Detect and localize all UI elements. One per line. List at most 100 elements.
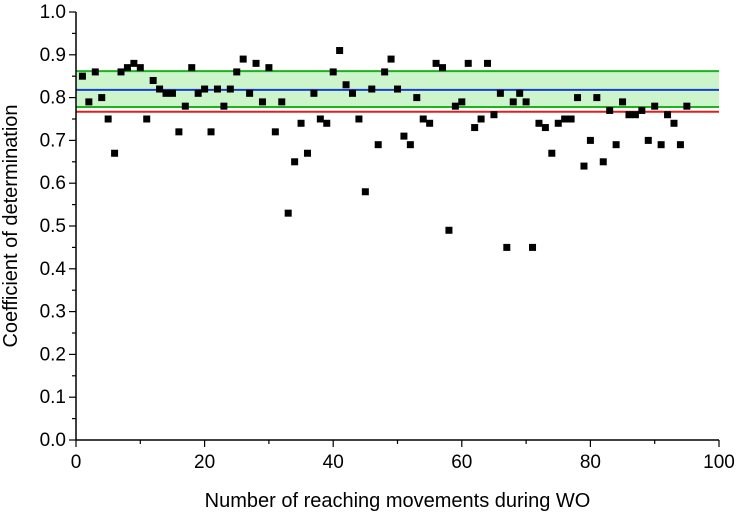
data-point <box>336 47 344 55</box>
data-point <box>149 76 157 84</box>
data-point <box>104 115 112 123</box>
x-tick-label: 80 <box>580 452 601 473</box>
y-tick-label: 0.7 <box>40 130 66 151</box>
data-point <box>535 119 543 127</box>
data-point <box>541 124 549 132</box>
data-point <box>606 106 614 114</box>
y-tick-label: 0.1 <box>40 387 66 408</box>
data-point <box>554 119 562 127</box>
data-point <box>586 136 594 144</box>
y-tick-label: 0.4 <box>40 259 67 280</box>
y-tick-label: 0.6 <box>40 173 66 194</box>
data-point <box>342 81 350 89</box>
data-point <box>574 94 582 102</box>
data-point <box>406 141 414 149</box>
data-point <box>303 149 311 157</box>
data-point <box>226 85 234 93</box>
data-point <box>496 89 504 97</box>
data-point <box>683 102 691 110</box>
data-points <box>78 47 691 251</box>
data-point <box>265 64 273 72</box>
y-tick-label: 0.0 <box>40 430 66 451</box>
data-point <box>91 68 99 76</box>
data-point <box>130 59 138 67</box>
data-point <box>220 102 228 110</box>
data-point <box>657 141 665 149</box>
data-point <box>297 119 305 127</box>
data-point <box>516 89 524 97</box>
data-point <box>156 85 164 93</box>
data-point <box>310 89 318 97</box>
data-point <box>168 89 176 97</box>
x-tick-label: 0 <box>71 452 82 473</box>
data-point <box>98 94 106 102</box>
data-point <box>599 158 607 166</box>
data-point <box>644 136 652 144</box>
data-point <box>670 119 678 127</box>
data-point <box>271 128 279 136</box>
data-point <box>323 119 331 127</box>
data-point <box>117 68 125 76</box>
data-point <box>143 115 151 123</box>
data-point <box>426 119 434 127</box>
data-point <box>207 128 215 136</box>
data-point <box>213 85 221 93</box>
y-tick-label: 0.2 <box>40 344 66 365</box>
data-point <box>580 162 588 170</box>
data-point <box>181 102 189 110</box>
data-point <box>361 188 369 196</box>
x-tick-label: 40 <box>323 452 344 473</box>
data-point <box>85 98 93 106</box>
x-tick-label: 20 <box>194 452 215 473</box>
y-axis-label: Coefficient of determination <box>0 104 22 347</box>
data-point <box>400 132 408 140</box>
data-point <box>567 115 575 123</box>
data-point <box>374 141 382 149</box>
data-point <box>451 102 459 110</box>
data-point <box>471 124 479 132</box>
data-point <box>529 243 537 251</box>
data-point <box>432 59 440 67</box>
data-point <box>464 59 472 67</box>
data-point <box>348 89 356 97</box>
data-point <box>284 209 292 217</box>
data-point <box>612 141 620 149</box>
data-point <box>651 102 659 110</box>
y-tick-label: 0.8 <box>40 88 66 109</box>
y-tick-labels: 0.0 0.1 0.2 0.3 0.4 0.5 0.6 0.7 0.8 0.9 1.0 <box>40 2 67 451</box>
data-point <box>477 115 485 123</box>
data-point <box>445 226 453 234</box>
data-point <box>503 243 511 251</box>
data-point <box>394 85 401 93</box>
data-point <box>239 55 247 63</box>
data-point <box>111 149 119 157</box>
y-tick-label: 0.5 <box>40 216 66 237</box>
y-tick-label: 1.0 <box>40 2 66 23</box>
data-point <box>368 85 376 93</box>
data-point <box>625 111 633 119</box>
data-point <box>78 72 86 80</box>
data-point <box>188 64 196 72</box>
data-point <box>413 94 421 102</box>
data-point <box>175 128 183 136</box>
y-tick-label: 0.3 <box>40 302 66 323</box>
data-point <box>355 115 363 123</box>
data-point <box>258 98 266 106</box>
y-tick-label: 0.9 <box>40 45 66 66</box>
data-point <box>316 115 324 123</box>
data-point <box>252 59 260 67</box>
data-point <box>381 68 389 76</box>
data-point <box>278 98 286 106</box>
data-point <box>329 68 337 76</box>
data-point <box>246 89 254 97</box>
data-point <box>664 111 672 119</box>
x-tick-label: 60 <box>451 452 472 473</box>
data-point <box>233 68 241 76</box>
data-point <box>490 111 498 119</box>
data-point <box>561 115 569 123</box>
data-point <box>291 158 299 166</box>
data-point <box>509 98 517 106</box>
x-tick-labels: 0 20 40 60 80 100 <box>71 452 735 473</box>
data-point <box>458 98 466 106</box>
